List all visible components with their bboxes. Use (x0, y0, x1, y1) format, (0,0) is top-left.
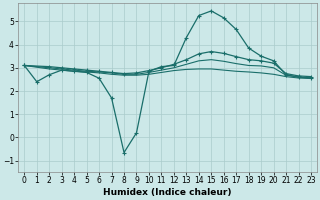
X-axis label: Humidex (Indice chaleur): Humidex (Indice chaleur) (103, 188, 232, 197)
